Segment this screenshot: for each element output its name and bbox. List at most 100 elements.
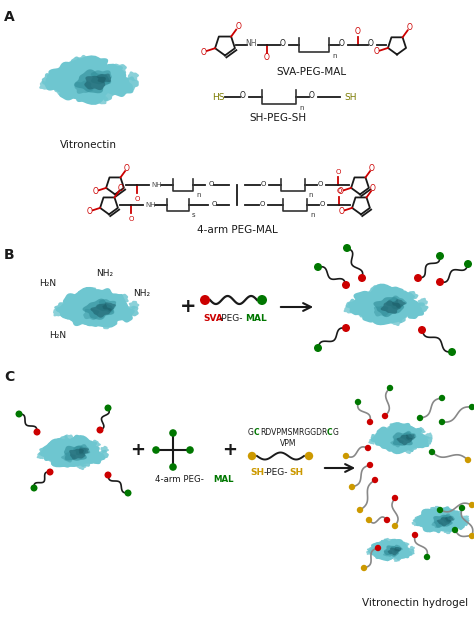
Text: O: O [240, 91, 246, 101]
Text: -PEG-: -PEG- [264, 468, 289, 477]
Text: O: O [369, 164, 375, 173]
Text: O: O [374, 48, 379, 56]
Polygon shape [409, 546, 415, 551]
Polygon shape [410, 428, 422, 437]
Polygon shape [73, 444, 100, 464]
Text: +: + [222, 441, 237, 459]
Circle shape [417, 415, 423, 421]
Polygon shape [397, 542, 407, 549]
Text: MAL: MAL [245, 314, 267, 323]
Text: B: B [4, 248, 15, 262]
Polygon shape [413, 516, 423, 524]
Circle shape [437, 507, 443, 513]
Circle shape [343, 244, 351, 252]
Text: O: O [309, 91, 315, 101]
Polygon shape [388, 548, 400, 555]
Polygon shape [403, 302, 424, 319]
Polygon shape [415, 302, 428, 314]
Polygon shape [391, 438, 403, 447]
Polygon shape [400, 429, 426, 449]
Polygon shape [401, 431, 416, 441]
Polygon shape [76, 463, 87, 470]
Text: O: O [259, 201, 264, 207]
Polygon shape [38, 447, 50, 457]
Polygon shape [440, 513, 463, 529]
Text: G: G [333, 428, 339, 437]
Polygon shape [103, 64, 123, 79]
Text: SH: SH [289, 468, 303, 477]
Text: O: O [370, 184, 376, 193]
Text: O: O [236, 22, 241, 31]
Text: H₂N: H₂N [39, 278, 56, 288]
Text: +: + [180, 297, 196, 317]
Polygon shape [401, 549, 412, 558]
Circle shape [464, 260, 472, 268]
Polygon shape [404, 291, 419, 301]
Circle shape [469, 502, 474, 508]
Text: O: O [92, 187, 99, 196]
Circle shape [469, 404, 474, 410]
Polygon shape [68, 309, 95, 326]
Text: n: n [299, 105, 303, 111]
Polygon shape [428, 507, 439, 515]
Polygon shape [50, 453, 71, 466]
Polygon shape [81, 312, 100, 327]
Text: O: O [201, 48, 206, 57]
Polygon shape [98, 87, 116, 101]
Polygon shape [390, 441, 405, 452]
Circle shape [342, 281, 350, 289]
Polygon shape [348, 300, 368, 315]
Polygon shape [86, 287, 97, 295]
Polygon shape [418, 298, 428, 306]
Polygon shape [405, 442, 417, 452]
Circle shape [186, 446, 194, 453]
Polygon shape [377, 440, 388, 448]
Circle shape [342, 324, 350, 332]
Polygon shape [74, 80, 93, 94]
Polygon shape [46, 56, 126, 105]
Polygon shape [383, 286, 404, 302]
Circle shape [392, 495, 398, 501]
Polygon shape [97, 450, 109, 460]
Text: O: O [317, 181, 323, 187]
Polygon shape [69, 449, 85, 460]
Circle shape [367, 462, 373, 468]
Circle shape [439, 419, 445, 425]
Polygon shape [68, 435, 89, 449]
Text: O: O [280, 39, 286, 49]
Polygon shape [40, 447, 59, 461]
Text: A: A [4, 10, 15, 24]
Polygon shape [88, 450, 106, 464]
Polygon shape [371, 539, 407, 561]
Circle shape [257, 295, 267, 305]
Circle shape [305, 452, 313, 460]
Text: O: O [337, 188, 342, 194]
Polygon shape [445, 516, 454, 521]
Polygon shape [387, 423, 399, 433]
Polygon shape [65, 311, 79, 321]
Text: O: O [337, 187, 344, 196]
Circle shape [375, 545, 381, 551]
Polygon shape [127, 306, 139, 317]
Circle shape [46, 468, 54, 476]
Text: NH: NH [245, 39, 257, 49]
Text: SH: SH [344, 93, 356, 102]
Polygon shape [387, 539, 401, 549]
Polygon shape [371, 434, 381, 442]
Circle shape [34, 428, 40, 436]
Polygon shape [367, 547, 376, 553]
Polygon shape [375, 422, 428, 454]
Polygon shape [78, 288, 94, 300]
Polygon shape [91, 69, 126, 95]
Polygon shape [393, 312, 408, 323]
Polygon shape [116, 294, 128, 303]
Polygon shape [72, 85, 96, 102]
Circle shape [465, 457, 471, 463]
Polygon shape [449, 510, 460, 519]
Polygon shape [53, 83, 69, 96]
Circle shape [367, 419, 373, 425]
Text: SH-PEG-SH: SH-PEG-SH [249, 113, 307, 123]
Polygon shape [100, 321, 113, 329]
Polygon shape [433, 506, 441, 511]
Text: O: O [368, 39, 374, 49]
